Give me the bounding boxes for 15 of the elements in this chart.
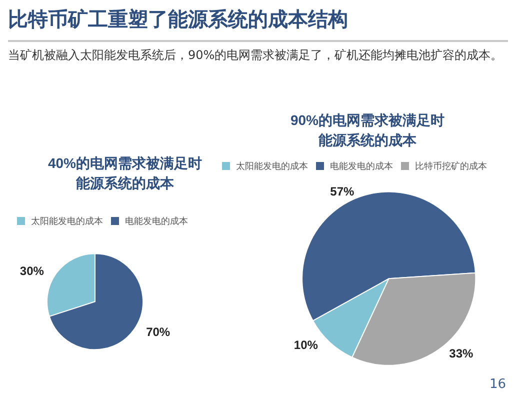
legend-label: 比特币挖矿的成本 xyxy=(415,161,487,171)
legend-label: 太阳能发电的成本 xyxy=(31,216,103,226)
text: 16 xyxy=(489,377,506,392)
legend-label: 电能发电的成本 xyxy=(330,161,393,171)
legend-label: 电能发电的成本 xyxy=(125,216,188,226)
data-label: 57% xyxy=(330,184,355,198)
legend-label: 太阳能发电的成本 xyxy=(236,161,308,171)
data-label: 70% xyxy=(146,325,170,340)
data-label: 10% xyxy=(294,338,318,352)
chart-title: 90%的电网需求被满足时能源系统的成本 xyxy=(290,112,445,148)
text: 比特币矿工重塑了能源系统的成本结构 xyxy=(8,6,348,33)
chart-title: 40%的电网需求被满足时能源系统的成本 xyxy=(48,155,202,191)
text: 当矿机被融入太阳能发电系统后，90%的电网需求被满足了，矿机还能均摊电池扩容的成本。 xyxy=(8,40,508,64)
data-label: 33% xyxy=(449,346,474,361)
data-label: 30% xyxy=(20,264,44,278)
